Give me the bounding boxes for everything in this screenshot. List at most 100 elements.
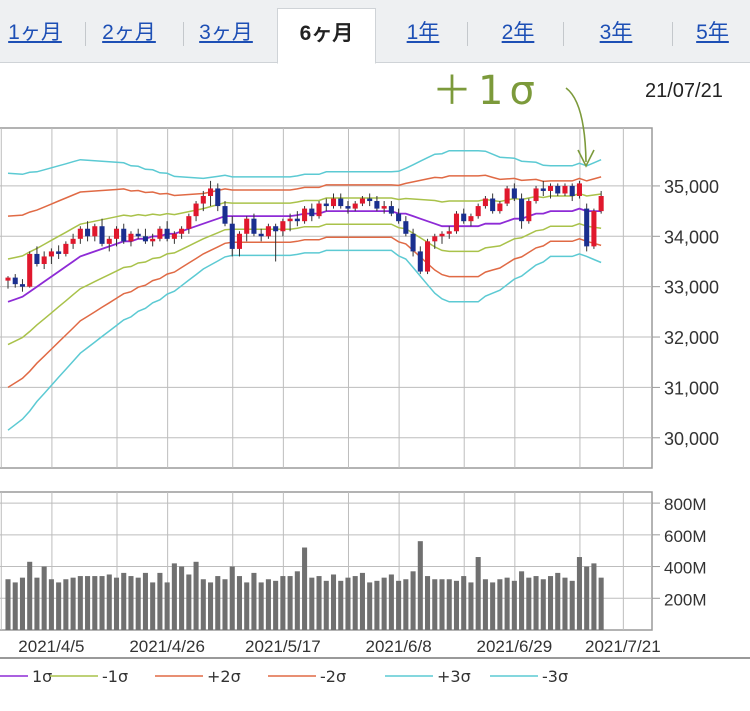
candle: [388, 201, 394, 217]
tab-separator: [85, 22, 86, 46]
candle: [135, 228, 141, 239]
volume-bar: [99, 576, 105, 630]
tab-separator: [467, 22, 468, 46]
price-tick-label: 31,000: [664, 378, 719, 398]
candle: [164, 221, 170, 242]
candle: [208, 180, 214, 207]
tab-separator: [183, 22, 184, 46]
x-axis-label: 2021/4/26: [129, 637, 205, 656]
tab-5[interactable]: 1年: [406, 21, 440, 44]
tab-3[interactable]: 3ヶ月: [199, 21, 253, 44]
x-axis-label: 2021/6/8: [366, 637, 432, 656]
candle: [533, 185, 539, 204]
minus-1-sigma-line: [7, 222, 602, 346]
volume-bar: [229, 566, 235, 630]
candle: [200, 190, 206, 212]
tab-1[interactable]: 1ヶ月: [8, 21, 62, 44]
period-tabs: 1ヶ月 2ヶ月 3ヶ月 6ヶ月 1年 2年 3年 5年: [0, 0, 750, 64]
candle-body: [562, 185, 568, 194]
x-axis-label: 2021/6/29: [477, 637, 553, 656]
candle-body: [99, 226, 105, 244]
volume-bar: [345, 577, 351, 630]
volume-bar: [164, 582, 170, 630]
volume-bar: [410, 571, 416, 630]
candle: [287, 213, 293, 232]
candle: [439, 231, 445, 244]
candle-body: [576, 183, 582, 196]
candle: [150, 233, 156, 247]
annotation-arrow: [565, 87, 587, 163]
volume-bar: [294, 571, 300, 630]
volume-tick-label: 800M: [664, 495, 707, 514]
volume-bar: [439, 579, 445, 630]
tab-6[interactable]: 2年: [501, 21, 535, 44]
candle: [265, 223, 271, 239]
candle-body: [547, 185, 554, 191]
tab-8[interactable]: 5年: [696, 21, 729, 44]
volume-bar: [12, 582, 18, 630]
candle-body: [482, 198, 488, 207]
volume-bar: [56, 582, 62, 630]
volume-bar: [244, 582, 250, 630]
volume-bar: [352, 576, 358, 630]
candle: [157, 226, 163, 242]
volume-bar: [208, 582, 214, 630]
candle-body: [41, 256, 47, 264]
candle: [85, 221, 91, 242]
volume-bar: [540, 579, 546, 630]
volume-bar: [453, 580, 460, 630]
volume-bar: [374, 580, 380, 630]
candle: [497, 201, 503, 214]
volume-bar: [251, 572, 257, 630]
volume-bar: [396, 580, 402, 630]
volume-bar: [273, 580, 279, 630]
volume-bar: [417, 541, 423, 630]
volume-bar: [222, 579, 228, 630]
candle: [403, 216, 409, 237]
candle: [396, 208, 402, 224]
volume-bar: [193, 561, 199, 630]
candle-body: [236, 233, 243, 249]
tab-2[interactable]: 2ヶ月: [102, 21, 156, 44]
candle-body: [280, 221, 286, 232]
candle: [222, 201, 228, 227]
candle: [258, 228, 264, 242]
volume-bar: [519, 571, 525, 630]
legend-label: 1σ: [32, 667, 52, 686]
volume-bar: [186, 574, 192, 630]
candle-body: [497, 203, 503, 212]
price-tick-label: 34,000: [664, 227, 719, 247]
candle: [273, 223, 279, 262]
candle-body: [345, 206, 351, 209]
volume-bar: [381, 577, 387, 630]
candle: [323, 198, 329, 212]
volume-bar: [302, 547, 308, 630]
candle-body: [468, 216, 474, 222]
plus-2-sigma-line: [7, 174, 602, 217]
candle-body: [208, 188, 214, 196]
tab-7[interactable]: 3年: [599, 21, 633, 44]
candle: [540, 180, 546, 196]
volume-bar: [171, 563, 177, 630]
candle-body: [251, 218, 257, 234]
price-tick-label: 33,000: [664, 278, 719, 298]
volume-bar: [367, 582, 373, 630]
candle-body: [432, 236, 438, 242]
volume-bar: [128, 576, 134, 630]
candle: [381, 201, 387, 214]
candle-body: [381, 206, 387, 209]
candle: [576, 180, 582, 199]
candle: [251, 213, 257, 237]
candle: [584, 203, 590, 252]
candle-body: [338, 198, 344, 207]
candle: [179, 226, 185, 239]
candle-body: [70, 238, 76, 244]
volume-tick-label: 400M: [664, 559, 707, 578]
volume-bar: [63, 579, 69, 630]
candle-body: [439, 233, 445, 237]
candle: [555, 183, 561, 196]
tab-separator: [563, 22, 564, 46]
volume-bar: [5, 579, 11, 630]
tab-4[interactable]: 6ヶ月: [277, 8, 376, 64]
candle: [367, 193, 373, 207]
